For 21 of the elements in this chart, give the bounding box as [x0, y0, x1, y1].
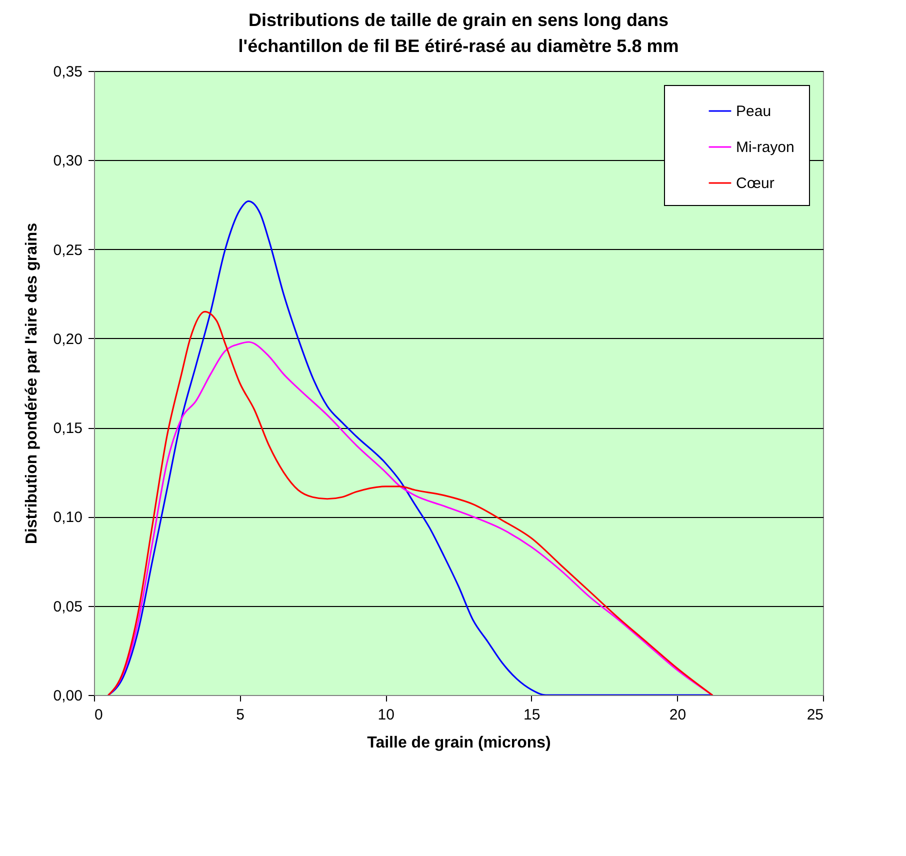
- y-tick-label: 0,25: [53, 242, 82, 259]
- y-tick-label: 0,15: [53, 420, 82, 438]
- y-axis-title: Distribution pondérée par l'aire des grains: [23, 222, 40, 544]
- x-tick-label: 25: [806, 706, 824, 724]
- x-tick-label: 20: [669, 706, 686, 724]
- y-tick-label: 0,05: [53, 598, 82, 616]
- y-tick-label: 0,20: [53, 330, 82, 348]
- y-tick-label: 0,10: [53, 509, 82, 526]
- x-tick-label: 15: [524, 706, 540, 724]
- legend-label: Mi-rayon: [736, 139, 794, 156]
- chart-title: Distributions de taille de grain en sens long dans l'échantillon de fil BE étiré-rasé au diamètre 5.8 mm: [238, 10, 679, 56]
- y-tick-label: 0,30: [53, 152, 82, 170]
- x-tick-label: 5: [236, 706, 244, 724]
- legend-label: Cœur: [736, 175, 774, 192]
- y-tick-label: 0,35: [53, 64, 82, 80]
- x-axis-title: Taille de grain (microns): [367, 734, 551, 752]
- legend-label: Peau: [736, 103, 772, 120]
- x-tick-label: 10: [378, 706, 394, 724]
- x-tick-label: 0: [94, 706, 103, 724]
- y-tick-label: 0,00: [53, 688, 82, 704]
- line-series: [108, 200, 713, 695]
